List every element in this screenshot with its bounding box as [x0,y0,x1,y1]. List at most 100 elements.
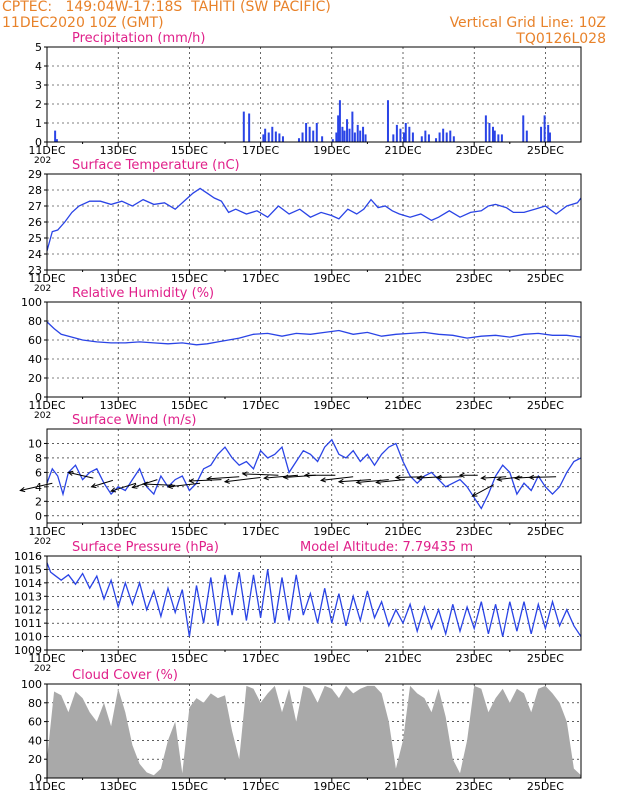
panel-precip: 0 1 2 3 4 5 11DEC 13DEC 15DEC 17DEC 19DEC 21DEC 23DE… [28,31,582,166]
precip-bar [484,115,487,142]
x-tick-label: 23DEC [456,144,493,157]
wind-arrow [110,482,137,492]
wind-arrowhead [241,471,248,477]
wind-arrowhead [480,475,487,481]
precip-bar [543,115,546,142]
wind-arrowhead [109,487,117,493]
precip-bar [403,132,405,142]
precip-bar [427,134,430,142]
x-tick-label: 13DEC [100,144,137,157]
wind-arrowhead [337,478,344,485]
wind-arrowhead [496,476,503,482]
panel-title: Surface Wind (m/s) [72,413,196,428]
x-tick-label: 11DEC [28,144,65,157]
precip-bar [281,136,284,142]
x-year-label: 202 [34,284,51,294]
y-tick-label: 10 [28,437,42,450]
precip-bar [335,132,338,142]
wind-arrowhead [513,475,520,481]
panel-temp: 23 24 25 26 27 28 29 11DEC 13DEC 15DEC 17DEC 19DEC 2… [28,158,582,294]
y-tick-label: 60 [28,716,42,729]
y-tick-label: 0 [35,772,42,785]
precip-bar [395,124,398,142]
x-tick-label: 11DEC [28,652,65,665]
x-tick-label: 23DEC [456,652,493,665]
x-tick-label: 13DEC [100,652,137,665]
precip-bar [278,133,281,142]
precip-bar [386,100,389,142]
precip-bar [392,134,395,142]
x-tick-label: 21DEC [384,144,421,157]
panel-title: Cloud Cover (%) [72,668,178,683]
panel-title: Surface Pressure (hPa) [72,540,219,555]
y-tick-label: 1016 [14,550,42,563]
precip-bar [522,115,525,142]
y-tick-label: 26 [28,216,42,229]
header-model-id: TQ0126L028 [516,31,606,47]
wind-arrowhead [355,479,362,485]
x-tick-label: 21DEC [384,780,421,793]
precip-bar [341,126,344,142]
wind-arrowhead [90,483,97,489]
y-tick-label: 100 [21,296,42,309]
header-location: CPTEC: 149:04W-17:18S TAHITI (SW PACIFIC… [2,0,331,15]
x-tick-label: 19DEC [313,652,350,665]
wind-arrowhead [188,478,195,484]
rh-line [46,321,582,346]
y-tick-label: 80 [28,315,42,328]
x-tick-label: 15DEC [171,144,208,157]
wind-arrowhead [131,483,138,489]
precip-bar [399,128,402,142]
wind-arrow [356,479,389,484]
pres-line [46,562,582,637]
precip-bar [547,124,550,142]
precip-bar [242,111,245,142]
wind-arrowhead [166,483,173,489]
precip-bar [331,139,334,142]
x-tick-label: 25DEC [527,525,564,538]
wind-arrow [207,476,240,480]
y-tick-label: 27 [28,200,42,213]
x-tick-label: 21DEC [384,652,421,665]
precip-bar [449,130,452,142]
precip-bar [500,134,503,142]
y-tick-label: 2 [35,98,42,111]
x-tick-label: 19DEC [313,780,350,793]
wind-arrowhead [416,475,423,481]
wind-arrowhead [471,491,478,497]
precip-bar [262,134,265,142]
panel-title: Surface Temperature (nC) [72,158,240,173]
y-tick-label: 0 [35,391,42,404]
y-tick-label: 1015 [14,563,42,576]
precip-bar [264,128,267,142]
x-tick-label: 21DEC [384,272,421,285]
precip-bar [488,123,491,142]
y-tick-label: 0 [35,510,42,523]
plot-frame [46,46,582,143]
precip-bar [452,136,455,142]
precip-bar [321,136,324,142]
precip-bar [404,123,407,142]
precip-bar [353,132,356,142]
precip-bar [305,123,308,142]
wind-arrowhead [223,478,230,484]
x-tick-label: 17DEC [242,144,279,157]
panel-rh: 0 20 40 60 80 100 11DEC 13DEC 15DEC 17DEC 19DEC 21D… [21,286,582,421]
precip-bar [267,132,270,142]
precip-bar [438,132,441,142]
wind-arrow [224,476,261,483]
panel-cloud: 0 20 40 60 80 100 11DEC 13DEC 15DEC 17DEC 19DEC 21D… [21,668,582,793]
y-tick-label: 1014 [14,577,42,590]
plot-frame [46,301,582,398]
x-tick-label: 17DEC [242,652,279,665]
precip-bar [55,139,58,142]
precip-bar [346,119,349,142]
x-tick-label: 13DEC [100,272,137,285]
x-tick-label: 17DEC [242,525,279,538]
precip-bar [435,138,438,142]
wind-arrowhead [141,481,148,487]
precip-bar [493,130,496,142]
x-year-label: 202 [34,156,51,166]
precip-bar [364,134,367,142]
